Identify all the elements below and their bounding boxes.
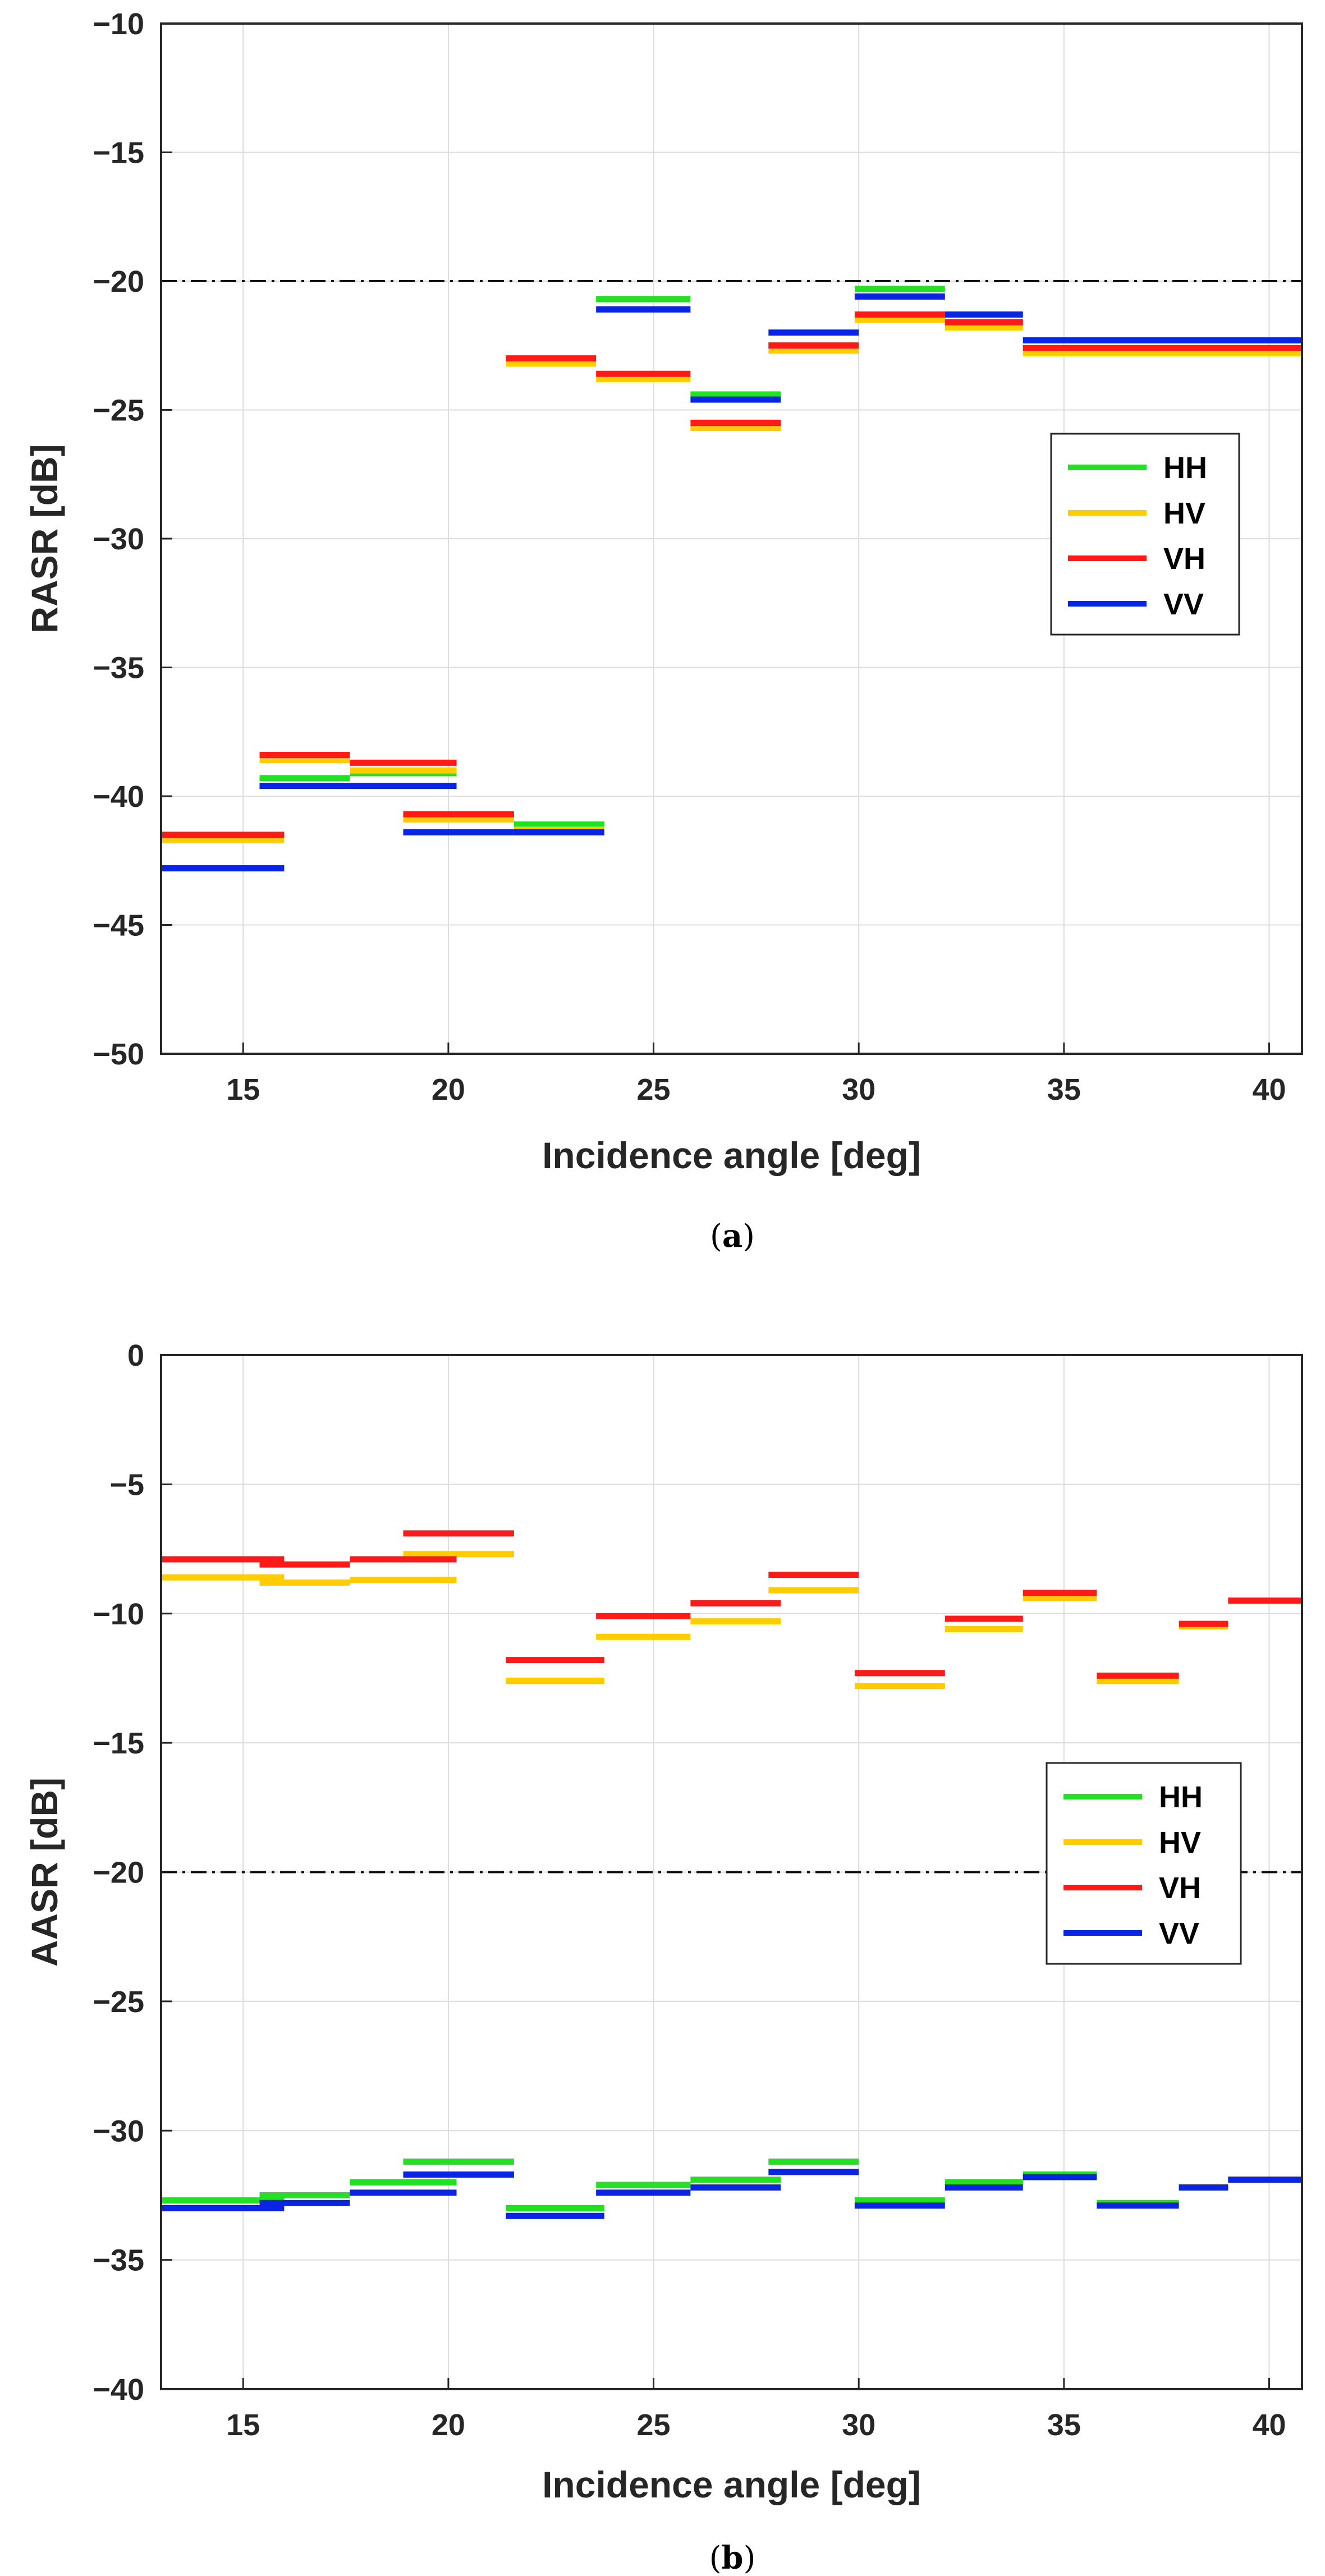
legend-label-vv: VV [1159,1917,1199,1950]
legend: HH HV VH VV [1046,1762,1242,1965]
x-tick-label: 20 [432,1073,465,1106]
x-tick-label: 35 [1047,2408,1081,2442]
caption-letter: b [721,2540,743,2576]
axes-box [160,1354,1303,2390]
y-tick-label: −35 [93,651,144,685]
legend-label-hv: HV [1159,1826,1201,1859]
y-tick-label: −30 [93,522,144,556]
x-axis-label: Incidence angle [deg] [542,2464,921,2505]
y-tick-label: −15 [93,136,144,170]
legend-label-vv: VV [1163,587,1204,621]
legend: HH HV VH VV [1050,433,1240,636]
x-tick-label: 15 [226,1073,260,1106]
y-tick-label: −25 [93,1985,144,2019]
y-tick-label: −10 [93,7,144,41]
legend-label-hv: HV [1163,497,1205,530]
series-vh [161,1530,1302,1679]
panel-caption: (b) [709,2540,756,2576]
y-tick-label: −40 [93,2373,144,2407]
x-tick-label: 30 [842,2408,875,2442]
panel-a-chart: 15 20 25 30 35 40−10−15−20−25−30−35−40−45−50 … [24,7,1303,1255]
caption-letter: a [722,1218,742,1255]
x-tick-label: 40 [1252,1073,1286,1106]
axes-box [160,22,1303,1055]
series-vh [161,311,1302,838]
y-tick-label: −40 [93,780,144,814]
legend-label-hh: HH [1159,1780,1203,1814]
grid [161,22,1302,1055]
y-tick-label: −25 [93,394,144,428]
y-tick-label: −20 [93,265,144,299]
x-tick-label: 15 [226,2408,260,2442]
caption-close-paren: ) [742,1218,755,1255]
y-tick-label: 0 [127,1339,144,1372]
data-layer [161,280,1302,872]
x-tick-label: 30 [842,1073,875,1106]
data-layer [161,1530,1302,2219]
y-tick-label: −50 [93,1037,144,1071]
caption-open-paren: ( [710,1218,722,1255]
y-tick-label: −15 [93,1726,144,1760]
panel-caption: (a) [710,1218,755,1255]
x-tick-label: 35 [1047,1073,1081,1106]
y-tick-label: −45 [93,909,144,943]
y-tick-label: −35 [93,2244,144,2277]
y-tick-label: −20 [93,1856,144,1890]
tick-labels: 15 20 25 30 35 40 −10 −15 −20 −25 −30 −35 −40 −45 −50 [93,7,1286,1106]
legend-label-vh: VH [1163,542,1205,576]
x-tick-label: 25 [637,1073,671,1106]
caption-open-paren: ( [709,2540,722,2576]
y-axis-label: AASR [dB] [24,1778,65,1967]
legend-label-hh: HH [1163,451,1207,485]
x-axis-label: Incidence angle [deg] [542,1135,921,1176]
legend-label-vh: VH [1159,1871,1201,1905]
x-tick-label: 40 [1252,2408,1286,2442]
y-tick-label: −30 [93,2114,144,2148]
y-axis-label: RASR [dB] [24,444,65,633]
series-vv [161,293,1302,872]
x-tick-label: 25 [637,2408,671,2442]
series-vv [161,2169,1302,2219]
x-tick-label: 20 [432,2408,465,2442]
tick-labels: 15 20 25 30 35 40 0 −5 −10 −15 −20 −25 −30 −35 −40 [93,1339,1286,2442]
panel-b-chart: 15 20 25 30 35 40 0 −5 −10 −15 −20 −25 −30 −35 −40 Inc… [24,1339,1303,2576]
y-tick-label: −10 [93,1597,144,1631]
y-tick-label: −5 [109,1468,144,1501]
caption-close-paren: ) [744,2540,756,2576]
